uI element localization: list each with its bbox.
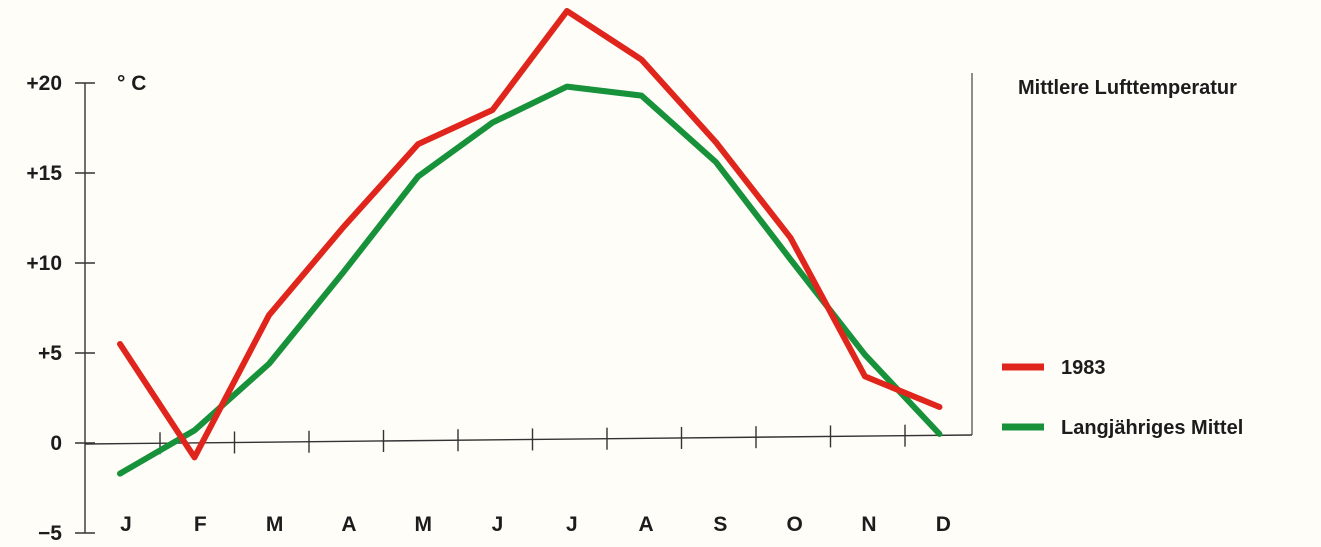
x-tick-label: M xyxy=(266,513,284,536)
x-tick-label: A xyxy=(341,513,356,536)
y-tick-label: +20 xyxy=(26,72,62,95)
x-tick-label: J xyxy=(492,513,504,536)
x-tick-label: N xyxy=(861,513,876,536)
y-tick-label: +15 xyxy=(26,162,62,185)
legend-label: 1983 xyxy=(1061,357,1106,379)
y-tick-label: −5 xyxy=(38,522,62,545)
chart-title: Mittlere Lufttemperatur xyxy=(1018,77,1237,99)
x-tick-label: D xyxy=(936,513,951,536)
legend-label: Langjähriges Mittel xyxy=(1061,417,1243,439)
series-lines xyxy=(117,8,943,477)
x-tick-label: O xyxy=(787,513,803,536)
series-line xyxy=(117,8,943,461)
y-axis-unit: ° C xyxy=(117,72,146,95)
y-tick-label: +5 xyxy=(38,342,62,365)
x-axis-line xyxy=(84,434,973,445)
axes xyxy=(84,73,973,533)
y-tick-label: 0 xyxy=(50,432,62,455)
y-tick-label: +10 xyxy=(26,252,62,275)
x-tick-label: J xyxy=(120,513,132,536)
x-tick-label: A xyxy=(639,513,654,536)
legend: 1983 Langjähriges Mittel xyxy=(1002,357,1243,439)
x-tick-label: M xyxy=(414,513,432,536)
y-axis-ticks: +20 +15 +10 +5 0 −5 xyxy=(26,72,95,545)
x-tick-label: F xyxy=(194,513,207,536)
x-tick-label: S xyxy=(713,513,727,536)
series-line xyxy=(117,83,943,477)
x-tick-label: J xyxy=(566,513,578,536)
